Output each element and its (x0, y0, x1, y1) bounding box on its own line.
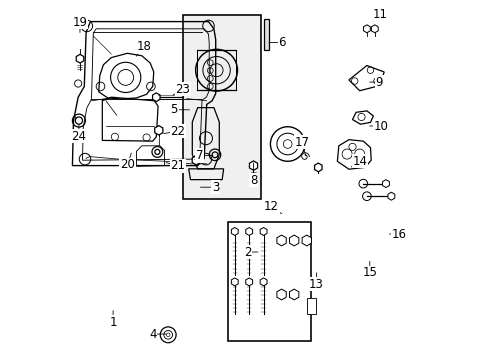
Polygon shape (289, 289, 298, 300)
Text: 14: 14 (351, 155, 366, 168)
Text: 3: 3 (212, 181, 219, 194)
Polygon shape (76, 54, 83, 63)
Polygon shape (152, 93, 160, 102)
FancyBboxPatch shape (183, 15, 260, 199)
Text: 11: 11 (372, 8, 387, 21)
Text: 8: 8 (249, 174, 257, 186)
Polygon shape (231, 228, 238, 235)
Polygon shape (382, 180, 388, 188)
Text: 21: 21 (170, 159, 185, 172)
Text: 6: 6 (278, 36, 285, 49)
Text: 16: 16 (391, 228, 406, 240)
Polygon shape (231, 278, 238, 286)
Polygon shape (154, 126, 163, 135)
Text: 17: 17 (294, 136, 309, 149)
Text: 23: 23 (175, 83, 190, 96)
Text: 18: 18 (136, 40, 151, 53)
Text: 9: 9 (375, 76, 383, 89)
Polygon shape (314, 163, 322, 172)
Text: 19: 19 (72, 16, 87, 29)
Text: 22: 22 (170, 125, 185, 138)
Text: 1: 1 (109, 316, 117, 329)
Polygon shape (245, 228, 252, 235)
Polygon shape (363, 25, 369, 33)
Text: 24: 24 (71, 130, 86, 143)
Bar (264, 19, 268, 50)
Polygon shape (302, 235, 311, 246)
Polygon shape (370, 25, 378, 33)
Text: 5: 5 (170, 103, 178, 116)
Polygon shape (192, 156, 200, 165)
Polygon shape (260, 278, 266, 286)
Polygon shape (260, 228, 266, 235)
Text: 15: 15 (362, 266, 376, 279)
Polygon shape (245, 278, 252, 286)
Text: 2: 2 (244, 246, 251, 258)
Text: 13: 13 (308, 278, 323, 291)
Polygon shape (276, 289, 285, 300)
Polygon shape (387, 192, 394, 200)
Bar (306, 298, 315, 314)
Text: 7: 7 (195, 149, 203, 162)
Text: 4: 4 (149, 328, 156, 341)
Polygon shape (276, 235, 285, 246)
Polygon shape (289, 235, 298, 246)
Text: 20: 20 (120, 158, 135, 171)
Text: 10: 10 (373, 120, 388, 132)
FancyBboxPatch shape (228, 222, 310, 341)
Polygon shape (249, 161, 257, 170)
Text: 12: 12 (264, 201, 279, 213)
